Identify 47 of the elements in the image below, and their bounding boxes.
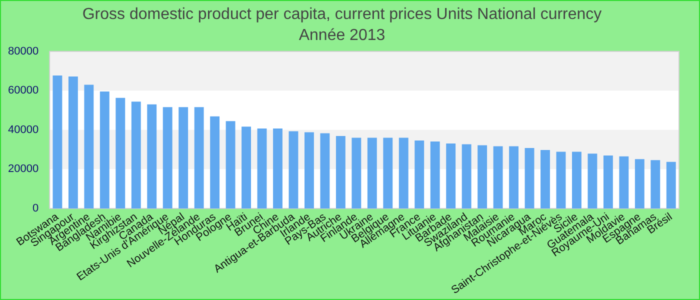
y-tick-label: 20000 <box>8 163 39 176</box>
bar <box>304 132 314 208</box>
bar <box>367 138 377 208</box>
bar <box>572 152 582 208</box>
chart-title: Gross domestic product per capita, current prices Units National currency <box>82 6 602 24</box>
bar <box>524 148 534 208</box>
y-tick-label: 60000 <box>8 84 39 97</box>
bar <box>414 140 424 208</box>
bar <box>210 116 220 208</box>
bar <box>398 138 408 208</box>
bar <box>68 76 78 208</box>
bar <box>336 136 346 208</box>
y-tick-label: 80000 <box>8 45 39 58</box>
bar <box>619 156 629 208</box>
bar <box>634 159 644 208</box>
bar <box>52 76 62 208</box>
bar <box>666 162 676 208</box>
bar <box>100 91 110 208</box>
bar <box>147 104 157 208</box>
bar <box>650 160 660 208</box>
bar <box>320 133 330 208</box>
bar <box>178 107 188 208</box>
bar <box>509 146 518 208</box>
bar <box>226 121 236 208</box>
y-tick-label: 40000 <box>8 124 39 136</box>
bar <box>288 131 298 208</box>
bar <box>462 144 472 208</box>
bar <box>556 152 566 208</box>
bar <box>242 126 251 208</box>
bar <box>257 128 267 208</box>
bar <box>588 154 598 208</box>
bar <box>273 128 282 208</box>
bar <box>383 138 393 208</box>
bar <box>194 107 204 208</box>
bar <box>493 146 503 208</box>
chart-subtitle: Année 2013 <box>298 27 386 44</box>
bar <box>162 107 172 208</box>
bar <box>446 143 456 208</box>
bar <box>603 155 613 208</box>
bar <box>430 142 440 208</box>
bar <box>116 98 126 208</box>
bar <box>478 145 488 208</box>
y-tick-label: 0 <box>32 202 39 214</box>
bar <box>352 138 362 208</box>
bar <box>84 84 94 208</box>
bar <box>131 102 141 208</box>
bar <box>540 150 550 208</box>
